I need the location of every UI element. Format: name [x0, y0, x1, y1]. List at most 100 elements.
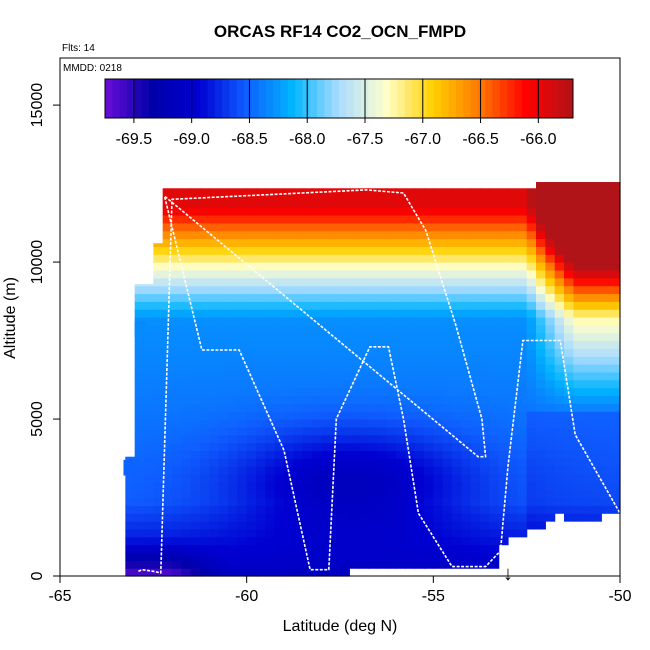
heatmap-cell [545, 309, 556, 318]
heatmap-cell [424, 434, 434, 444]
heatmap-cell [153, 536, 164, 546]
heatmap-cell [433, 521, 444, 530]
heatmap-cell [134, 293, 145, 302]
heatmap-cell [237, 552, 248, 561]
heatmap-cell [200, 505, 210, 514]
heatmap-cell [489, 481, 500, 491]
heatmap-cell [134, 442, 145, 452]
heatmap-cell [554, 466, 565, 475]
heatmap-cell [461, 560, 472, 569]
heatmap-cell [526, 293, 537, 302]
heatmap-cell [498, 285, 509, 295]
heatmap-cell [470, 262, 481, 271]
heatmap-cell [414, 426, 425, 436]
heatmap-cell [480, 364, 490, 373]
heatmap-cell [162, 497, 173, 506]
heatmap-cell [480, 528, 490, 538]
heatmap-cell [190, 332, 201, 342]
heatmap-cell [526, 340, 537, 349]
heatmap-cell [424, 301, 434, 310]
heatmap-cell [162, 222, 173, 232]
heatmap-cell [265, 371, 276, 381]
heatmap-cell [573, 317, 584, 326]
heatmap-cell [153, 513, 164, 522]
heatmap-cell [405, 411, 416, 420]
heatmap-cell [200, 222, 210, 232]
heatmap-cell [414, 340, 425, 349]
heatmap-cell [377, 560, 388, 569]
heatmap-cell [442, 188, 453, 193]
heatmap-cell [433, 528, 444, 538]
heatmap-cell [480, 497, 490, 506]
heatmap-cell [508, 387, 518, 397]
heatmap-cell [573, 450, 584, 459]
heatmap-cell [340, 371, 350, 381]
heatmap-cell [181, 254, 192, 263]
heatmap-cell [592, 207, 602, 216]
heatmap-cell [312, 364, 322, 373]
heatmap-cell [405, 293, 416, 302]
heatmap-cell [172, 238, 182, 247]
heatmap-cell [377, 442, 388, 452]
heatmap-cell [368, 207, 378, 216]
heatmap-cell [433, 379, 444, 389]
heatmap-cell [414, 544, 425, 554]
heatmap-cell [610, 301, 621, 310]
heatmap-cell [162, 214, 173, 224]
heatmap-cell [433, 324, 444, 334]
heatmap-cell [564, 411, 574, 420]
heatmap-cell [405, 450, 416, 459]
heatmap-cell [452, 332, 462, 342]
heatmap-cell [218, 348, 229, 357]
heatmap-cell [302, 301, 313, 310]
heatmap-cell [582, 356, 593, 365]
heatmap-cell [284, 230, 294, 240]
heatmap-cell [368, 348, 378, 357]
heatmap-cell [209, 458, 220, 467]
heatmap-cell [508, 450, 518, 459]
heatmap-cell [592, 458, 602, 467]
heatmap-cell [284, 262, 294, 271]
heatmap-cell [470, 238, 481, 247]
heatmap-cell [228, 324, 238, 334]
heatmap-cell [564, 238, 574, 247]
heatmap-cell [172, 442, 182, 452]
heatmap-cell [545, 340, 556, 349]
heatmap-cell [498, 188, 509, 193]
heatmap-cell [461, 497, 472, 506]
heatmap-cell [321, 544, 332, 554]
heatmap-cell [489, 411, 500, 420]
heatmap-cell [442, 317, 453, 326]
heatmap-cell [536, 222, 546, 232]
heatmap-cell [461, 450, 472, 459]
heatmap-cell [601, 481, 612, 491]
heatmap-cell [592, 332, 602, 342]
heatmap-cell [526, 188, 537, 193]
heatmap-cell [573, 199, 584, 208]
heatmap-cell [442, 340, 453, 349]
heatmap-cell [452, 364, 462, 373]
heatmap-cell [312, 387, 322, 397]
heatmap-cell [554, 473, 565, 483]
heatmap-cell [162, 568, 173, 577]
heatmap-cell [349, 238, 360, 247]
heatmap-cell [265, 552, 276, 561]
heatmap-cell [414, 324, 425, 334]
heatmap-cell [181, 356, 192, 365]
heatmap-cell [461, 238, 472, 247]
heatmap-cell [461, 434, 472, 444]
heatmap-cell [190, 324, 201, 334]
heatmap-cell [396, 419, 406, 428]
heatmap-cell [312, 262, 322, 271]
heatmap-cell [470, 348, 481, 357]
heatmap-cell [508, 191, 518, 200]
heatmap-cell [536, 387, 546, 397]
heatmap-cell [144, 489, 154, 499]
heatmap-cell [228, 489, 238, 499]
heatmap-cell [265, 419, 276, 428]
heatmap-cell [582, 277, 593, 287]
heatmap-cell [358, 277, 369, 287]
heatmap-cell [554, 379, 565, 389]
heatmap-cell [517, 246, 528, 255]
heatmap-cell [274, 269, 285, 279]
